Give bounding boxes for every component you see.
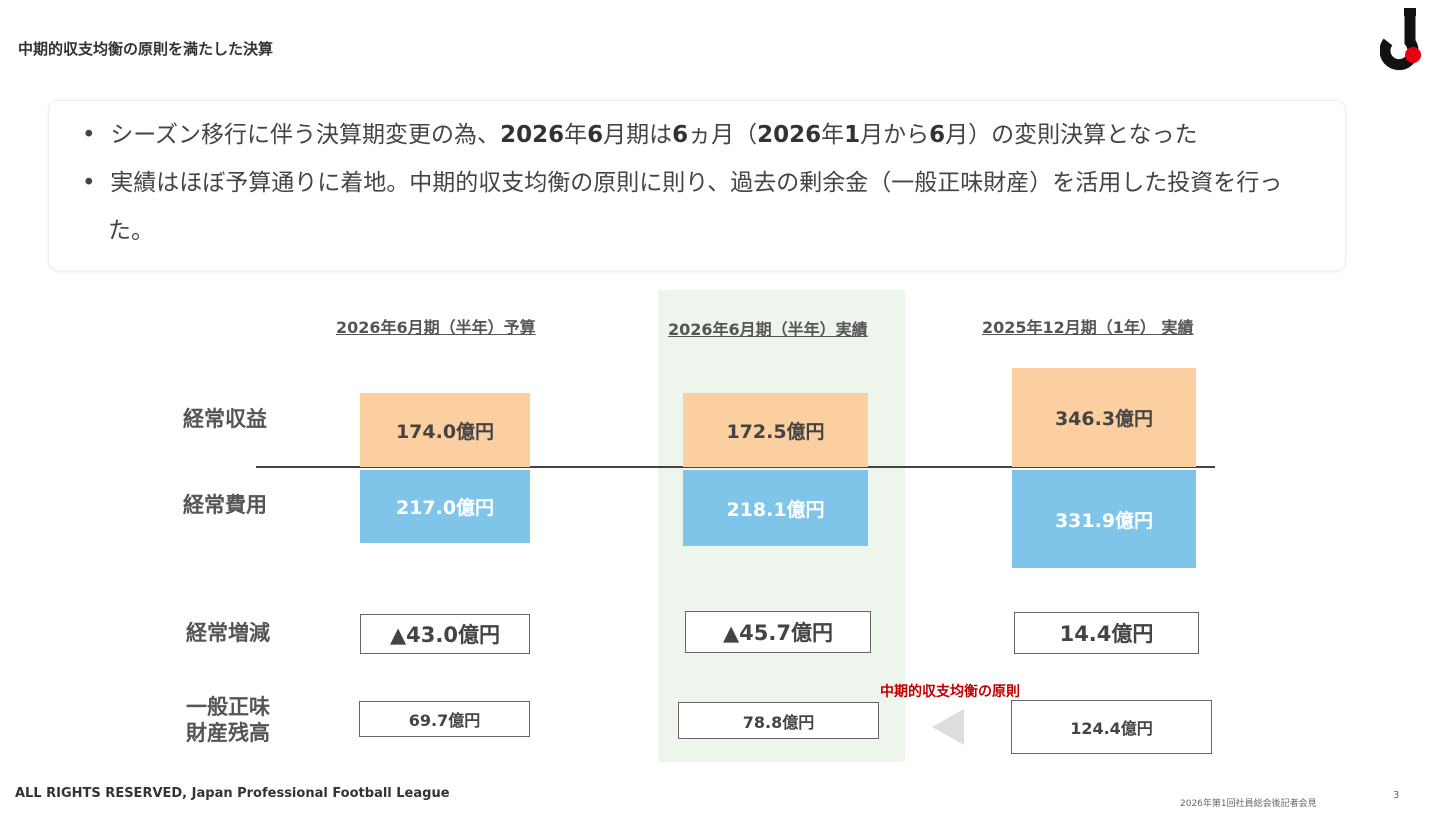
- text-run: 年: [821, 122, 845, 148]
- balance-box: 78.8億円: [678, 702, 879, 739]
- revenue-box: 172.5億円: [683, 393, 868, 467]
- revenue-box: 174.0億円: [360, 393, 530, 467]
- annotation: 中期的収支均衡の原則: [880, 684, 1020, 700]
- text-run: ヵ月（: [688, 122, 758, 148]
- expense-box: 218.1億円: [683, 470, 868, 546]
- expense-box: 217.0億円: [360, 470, 530, 543]
- text-run: 6: [587, 122, 604, 148]
- change-box: ▲43.0億円: [360, 614, 530, 654]
- text-run: 6: [672, 122, 689, 148]
- bullet: • シーズン移行に伴う決算期変更の為、2026年6月期は6ヵ月（2026年1月か…: [82, 122, 1198, 148]
- page-number: 3: [1393, 790, 1400, 801]
- title: 中期的収支均衡の原則を満たした決算: [18, 40, 274, 58]
- bullet: • 実績はほぼ予算通りに着地。中期的収支均衡の原則に則り、過去の剰余金（一般正味…: [82, 170, 1283, 244]
- text-run: シーズン移行に伴う決算期変更の為、: [110, 122, 501, 148]
- copyright: ALL RIGHTS RESERVED, Japan Professional …: [15, 786, 450, 801]
- change-box: ▲45.7億円: [685, 611, 871, 653]
- logo: [1380, 8, 1421, 71]
- summary-panel: [48, 100, 1346, 271]
- revenue-box: 346.3億円: [1012, 368, 1196, 467]
- text-run: 実績はほぼ予算通りに着地。中期的収支均衡の原則に則り、過去の剰余金（一般正味財産…: [108, 170, 1283, 244]
- expense-box: 331.9億円: [1012, 470, 1196, 568]
- text-run: 1: [844, 122, 861, 148]
- balance-box: 69.7億円: [359, 701, 530, 737]
- divider: [256, 466, 1215, 468]
- column-heading: 2026年6月期（半年）予算: [336, 318, 536, 337]
- text-run: 6: [929, 122, 946, 148]
- text-run: 月）の変則決算となった: [945, 122, 1198, 148]
- row-label: 経常費用: [183, 493, 267, 517]
- balance-box: 124.4億円: [1011, 700, 1212, 754]
- text-run: 月から: [860, 122, 930, 148]
- text-run: 2026: [500, 122, 565, 148]
- text-run: 2026: [757, 122, 822, 148]
- row-label: 一般正味 財産残高: [186, 695, 270, 745]
- row-label: 経常増減: [186, 621, 270, 645]
- bullet-list: • シーズン移行に伴う決算期変更の為、2026年6月期は6ヵ月（2026年1月か…: [82, 111, 1322, 255]
- column-heading: 2025年12月期（1年） 実績: [982, 318, 1194, 337]
- change-box: 14.4億円: [1014, 612, 1199, 654]
- arrow: [932, 709, 964, 745]
- text-run: 月期は: [603, 122, 673, 148]
- column-heading: 2026年6月期（半年）実績: [668, 320, 868, 339]
- row-label: 経常収益: [183, 407, 267, 431]
- event-name: 2026年第1回社員総会後記者会見: [1180, 799, 1317, 809]
- text-run: 年: [564, 122, 588, 148]
